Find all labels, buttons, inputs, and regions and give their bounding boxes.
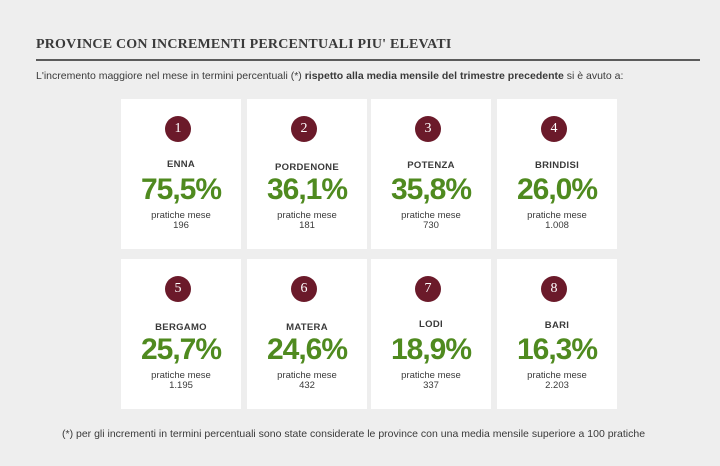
province-card-3: 3 POTENZA 35,8% pratiche mese 730 xyxy=(371,99,491,249)
percentage-value: 75,5% xyxy=(140,173,222,206)
province-name: BERGAMO xyxy=(155,322,207,333)
pratiche-label: pratiche mese xyxy=(401,370,461,381)
percentage-value: 26,0% xyxy=(516,173,598,206)
rank-badge: 8 xyxy=(541,276,567,302)
pratiche-value: 181 xyxy=(299,220,315,231)
percentage-value: 16,3% xyxy=(516,333,598,366)
pratiche-info: pratiche mese 1.195 xyxy=(121,371,241,391)
rank-badge: 5 xyxy=(165,276,191,302)
province-card-1: 1 ENNA 75,5% pratiche mese 196 xyxy=(121,99,241,249)
province-card-6: 6 MATERA 24,6% pratiche mese 432 xyxy=(247,259,367,409)
pratiche-value: 196 xyxy=(173,220,189,231)
province-card-8: 8 BARI 16,3% pratiche mese 2.203 xyxy=(497,259,617,409)
pratiche-value: 432 xyxy=(299,380,315,391)
page-title: PROVINCE CON INCREMENTI PERCENTUALI PIU'… xyxy=(36,37,452,52)
province-name: ENNA xyxy=(166,159,196,170)
title-divider xyxy=(36,59,700,61)
rank-badge: 1 xyxy=(165,116,191,142)
pratiche-label: pratiche mese xyxy=(151,210,211,221)
pratiche-value: 1.008 xyxy=(545,220,569,231)
pratiche-value: 337 xyxy=(423,380,439,391)
pratiche-label: pratiche mese xyxy=(277,210,337,221)
rank-badge: 7 xyxy=(415,276,441,302)
rank-badge: 6 xyxy=(291,276,317,302)
pratiche-value: 730 xyxy=(423,220,439,231)
pratiche-value: 2.203 xyxy=(545,380,569,391)
percentage-value: 36,1% xyxy=(266,173,348,206)
province-name: POTENZA xyxy=(407,160,455,171)
pratiche-info: pratiche mese 2.203 xyxy=(497,371,617,391)
pratiche-value: 1.195 xyxy=(169,380,193,391)
intro-text: L'incremento maggiore nel mese in termin… xyxy=(36,70,623,82)
pratiche-info: pratiche mese 196 xyxy=(121,211,241,231)
pratiche-info: pratiche mese 337 xyxy=(371,371,491,391)
pratiche-label: pratiche mese xyxy=(151,370,211,381)
pratiche-label: pratiche mese xyxy=(401,210,461,221)
province-card-2: 2 PORDENONE 36,1% pratiche mese 181 xyxy=(247,99,367,249)
pratiche-info: pratiche mese 432 xyxy=(247,371,367,391)
province-card-4: 4 BRINDISI 26,0% pratiche mese 1.008 xyxy=(497,99,617,249)
pratiche-info: pratiche mese 730 xyxy=(371,211,491,231)
percentage-value: 25,7% xyxy=(140,333,222,366)
footnote: (*) per gli incrementi in termini percen… xyxy=(62,428,646,440)
pratiche-label: pratiche mese xyxy=(277,370,337,381)
pratiche-info: pratiche mese 181 xyxy=(247,211,367,231)
province-name: PORDENONE xyxy=(275,162,339,173)
intro-bold: rispetto alla media mensile del trimestr… xyxy=(304,70,564,82)
pratiche-info: pratiche mese 1.008 xyxy=(497,211,617,231)
province-name: BRINDISI xyxy=(534,160,580,171)
percentage-value: 35,8% xyxy=(390,173,472,206)
province-name: LODI xyxy=(419,319,443,330)
rank-badge: 2 xyxy=(291,116,317,142)
province-name: MATERA xyxy=(286,322,328,333)
province-card-5: 5 BERGAMO 25,7% pratiche mese 1.195 xyxy=(121,259,241,409)
percentage-value: 24,6% xyxy=(266,333,348,366)
pratiche-label: pratiche mese xyxy=(527,210,587,221)
pratiche-label: pratiche mese xyxy=(527,370,587,381)
intro-part2: si è avuto a: xyxy=(563,70,624,82)
percentage-value: 18,9% xyxy=(390,333,472,366)
province-name: BARI xyxy=(544,320,570,331)
rank-badge: 4 xyxy=(541,116,567,142)
rank-badge: 3 xyxy=(415,116,441,142)
province-card-7: 7 LODI 18,9% pratiche mese 337 xyxy=(371,259,491,409)
intro-part1: L'incremento maggiore nel mese in termin… xyxy=(36,70,305,82)
